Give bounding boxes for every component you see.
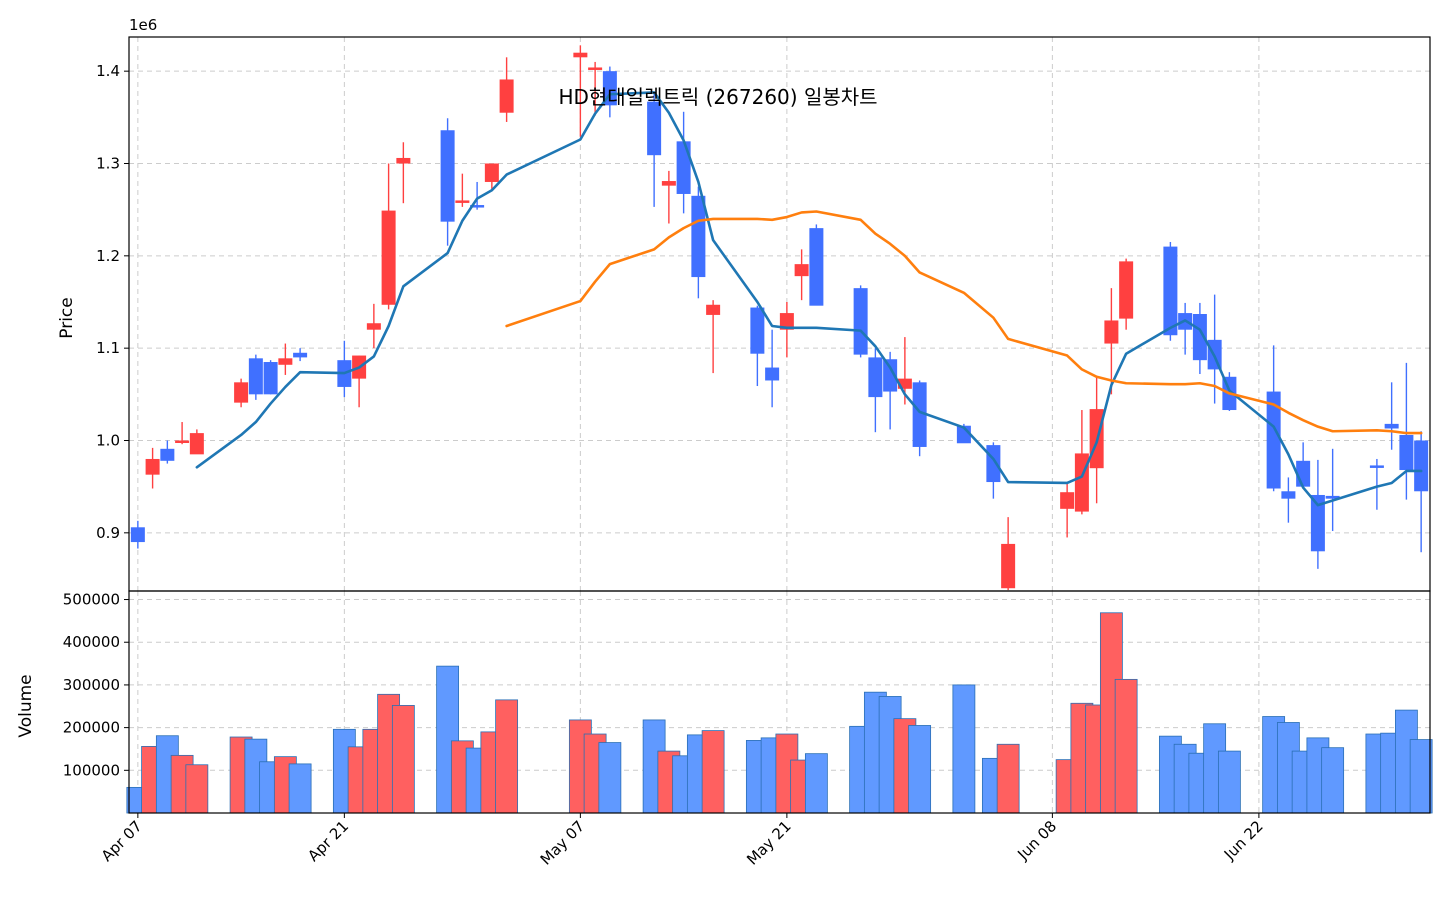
price-tick-label: 1.1 (96, 339, 120, 357)
candle-body (189, 433, 204, 455)
x-ticks: Apr 07 Apr 21 May 07 May 21 Jun 08 Jun 22 (98, 813, 1267, 869)
volume-tick-label: 500000 (63, 591, 120, 609)
candle-body (853, 288, 868, 355)
price-tick-label: 1.0 (96, 431, 120, 449)
x-tick-label: May 07 (537, 817, 589, 869)
candle-body (779, 313, 794, 330)
candle-body (484, 163, 499, 182)
volume-tick-label: 200000 (63, 719, 120, 737)
volume-bars (126, 612, 1433, 814)
candle-body (794, 264, 809, 277)
volume-bar (185, 764, 209, 814)
candle-body (145, 458, 160, 475)
candle-body (765, 367, 780, 381)
candle-body (396, 157, 411, 164)
moving-average-lines (195, 91, 1423, 507)
price-tick-label: 1.3 (96, 154, 120, 172)
price-tick-label: 1.4 (96, 62, 120, 80)
candle-body (1384, 423, 1399, 429)
candle-body (691, 195, 706, 278)
candle-body (1192, 314, 1207, 361)
volume-tick-label: 100000 (63, 761, 120, 779)
candle-body (160, 448, 175, 461)
volume-bar (1114, 678, 1138, 814)
candle-body (706, 304, 721, 315)
price-axis-label: Price (57, 297, 77, 338)
candle-body (440, 130, 455, 222)
price-grid (129, 37, 1430, 591)
candle-body (588, 67, 603, 70)
volume-bar (598, 742, 622, 814)
candle-body (381, 210, 396, 305)
volume-bar (391, 705, 415, 814)
candle-body (676, 141, 691, 194)
volume-tick-label: 400000 (63, 633, 120, 651)
volume-bar (996, 743, 1020, 814)
candle-body (1399, 434, 1414, 471)
volume-bar (701, 730, 725, 814)
candle-body (809, 228, 824, 306)
x-tick-label: Apr 21 (304, 817, 352, 865)
candle-body (293, 352, 308, 358)
volume-bar (1217, 750, 1241, 814)
volume-axis-label: Volume (16, 674, 36, 737)
candle-body (1369, 465, 1384, 468)
volume-bar (908, 725, 932, 814)
volume-tick-label: 300000 (63, 676, 120, 694)
price-tick-label: 1.2 (96, 247, 120, 265)
volume-bar (804, 753, 828, 814)
candle-body (1163, 246, 1178, 336)
moving-average-line (195, 91, 1423, 507)
chart-title: HD현대일렉트릭 (267260) 일봉차트 (558, 85, 877, 109)
candle-body (234, 382, 249, 403)
candle-body (1119, 261, 1134, 319)
candle-body (661, 181, 676, 186)
candle-body (1310, 494, 1325, 552)
candle-body (750, 307, 765, 354)
candle-body (1281, 491, 1296, 499)
candle-body (647, 101, 662, 156)
candle-body (883, 359, 898, 392)
candle-body (1414, 440, 1429, 492)
candle-body (455, 200, 470, 203)
volume-bar (1409, 739, 1433, 814)
candle-body (499, 79, 514, 113)
candle-body (1060, 492, 1075, 509)
volume-bar (1321, 747, 1345, 814)
price-offset-label: 1e6 (129, 16, 157, 34)
candle-body (263, 362, 278, 395)
candle-body (1104, 320, 1119, 344)
moving-average-line (505, 210, 1423, 435)
candle-body (1325, 495, 1340, 499)
candle-body (897, 378, 912, 389)
x-tick-label: Apr 07 (98, 817, 146, 865)
price-y-ticks: 0.9 1.0 1.1 1.2 1.3 1.4 (96, 62, 129, 542)
volume-y-ticks: 100000 200000 300000 400000 500000 (63, 591, 129, 779)
volume-bar (495, 699, 519, 814)
candle-body (470, 205, 485, 208)
candle-body (248, 358, 263, 395)
candle-body (130, 527, 145, 543)
candle-body (912, 382, 927, 447)
candle-body (573, 52, 588, 58)
x-tick-label: Jun 08 (1013, 817, 1060, 864)
candle-body (1001, 543, 1016, 589)
candle-body (175, 440, 190, 443)
price-panel-frame (128, 36, 1431, 592)
volume-bar (952, 684, 976, 814)
volume-bar (288, 763, 312, 814)
candle-body (1266, 391, 1281, 489)
x-tick-label: May 21 (743, 817, 795, 869)
price-tick-label: 0.9 (96, 524, 120, 542)
volume-panel-frame (128, 590, 1431, 814)
candles (130, 45, 1429, 591)
x-tick-label: Jun 22 (1220, 817, 1267, 864)
candle-body (366, 323, 381, 330)
candle-body (986, 445, 1001, 483)
candle-body (868, 357, 883, 398)
candle-body (278, 358, 293, 365)
